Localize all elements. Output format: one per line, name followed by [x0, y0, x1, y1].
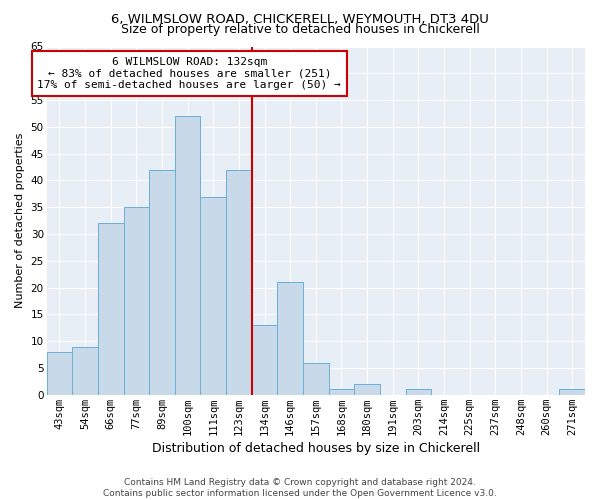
Bar — [98, 224, 124, 395]
Bar — [72, 346, 98, 395]
Bar — [277, 282, 303, 395]
Bar — [303, 362, 329, 395]
Y-axis label: Number of detached properties: Number of detached properties — [15, 133, 25, 308]
Bar — [329, 390, 354, 395]
Bar — [149, 170, 175, 395]
Bar — [559, 390, 585, 395]
Text: 6 WILMSLOW ROAD: 132sqm
← 83% of detached houses are smaller (251)
17% of semi-d: 6 WILMSLOW ROAD: 132sqm ← 83% of detache… — [37, 57, 341, 90]
Bar — [200, 196, 226, 395]
Text: Size of property relative to detached houses in Chickerell: Size of property relative to detached ho… — [121, 22, 479, 36]
Text: Contains HM Land Registry data © Crown copyright and database right 2024.
Contai: Contains HM Land Registry data © Crown c… — [103, 478, 497, 498]
Bar — [406, 390, 431, 395]
Bar — [354, 384, 380, 395]
Bar — [47, 352, 72, 395]
Bar — [175, 116, 200, 395]
Bar — [124, 207, 149, 395]
Bar — [226, 170, 251, 395]
Bar — [251, 325, 277, 395]
X-axis label: Distribution of detached houses by size in Chickerell: Distribution of detached houses by size … — [152, 442, 480, 455]
Text: 6, WILMSLOW ROAD, CHICKERELL, WEYMOUTH, DT3 4DU: 6, WILMSLOW ROAD, CHICKERELL, WEYMOUTH, … — [111, 12, 489, 26]
